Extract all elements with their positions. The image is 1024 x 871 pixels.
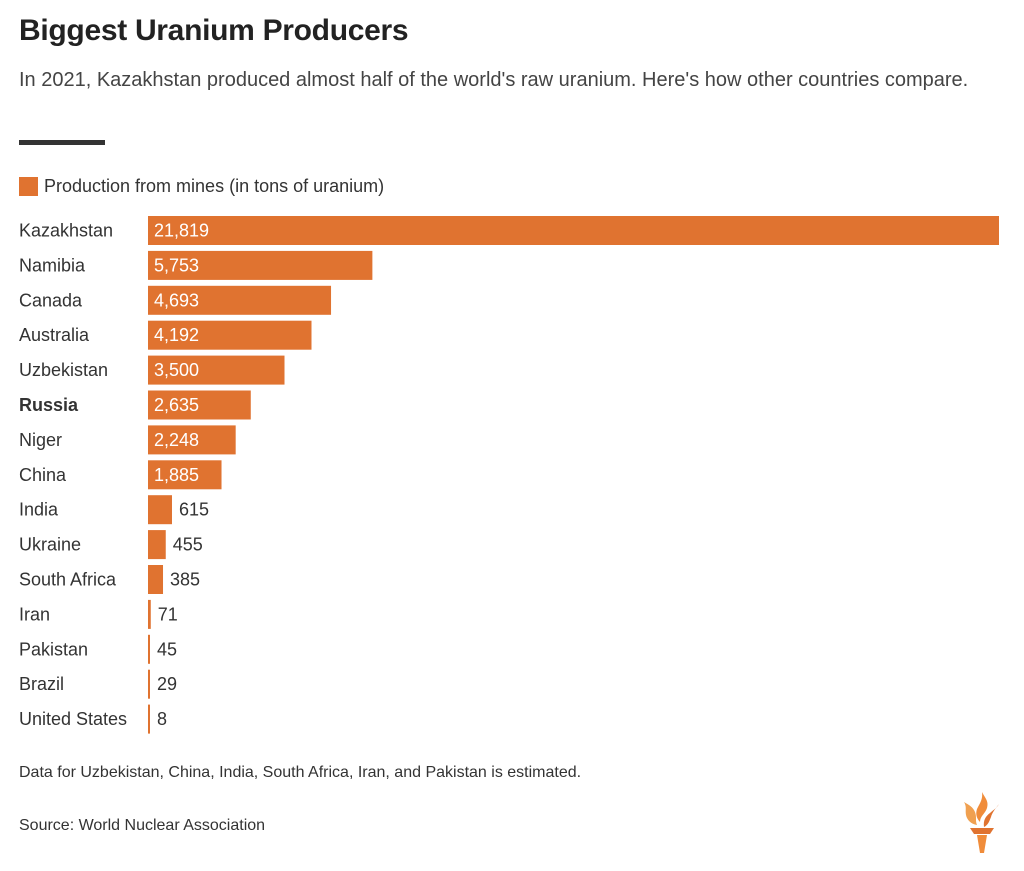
bar	[148, 320, 312, 350]
category-label: Brazil	[19, 674, 64, 694]
value-label: 71	[158, 604, 178, 624]
value-label: 4,693	[154, 290, 199, 310]
value-label: 45	[157, 639, 177, 659]
bar	[148, 599, 151, 629]
bar	[148, 460, 222, 490]
bar	[148, 355, 285, 385]
category-label: United States	[19, 709, 127, 729]
category-label: Kazakhstan	[19, 221, 113, 241]
value-label: 29	[157, 674, 177, 694]
torch-logo-icon	[964, 792, 999, 853]
bar	[148, 704, 150, 734]
bar-chart: Kazakhstan 21,819 Namibia 5,753 Canada 4,693 A…	[19, 216, 999, 734]
category-label: Uzbekistan	[19, 360, 108, 380]
value-label: 615	[179, 500, 209, 520]
value-label: 3,500	[154, 360, 199, 380]
value-label: 4,192	[154, 325, 199, 345]
legend-swatch	[19, 176, 38, 196]
bar	[148, 495, 172, 525]
value-label: 21,819	[154, 221, 209, 241]
category-label: Namibia	[19, 255, 86, 275]
value-label: 8	[157, 709, 167, 729]
title-divider	[19, 140, 105, 145]
category-label: South Africa	[19, 570, 117, 590]
value-label: 2,248	[154, 430, 199, 450]
value-label: 455	[173, 535, 203, 555]
value-label: 1,885	[154, 465, 199, 485]
category-label: Russia	[19, 395, 79, 415]
category-label: Australia	[19, 325, 90, 345]
bar	[148, 216, 999, 245]
category-label: China	[19, 465, 67, 485]
bar	[148, 634, 150, 664]
category-label: Pakistan	[19, 639, 88, 659]
category-label: Canada	[19, 290, 83, 310]
chart-title: Biggest Uranium Producers	[19, 14, 409, 47]
bar	[148, 530, 166, 560]
bar	[148, 285, 332, 315]
source-note: Source: World Nuclear Association	[19, 817, 266, 834]
value-label: 5,753	[154, 255, 199, 275]
bar	[148, 669, 150, 699]
category-label: India	[19, 500, 59, 520]
footnote: Data for Uzbekistan, China, India, South…	[19, 764, 582, 781]
value-label: 385	[170, 570, 200, 590]
category-label: Ukraine	[19, 535, 81, 555]
chart-subtitle: In 2021, Kazakhstan produced almost half…	[19, 69, 969, 91]
legend: Production from mines (in tons of uraniu…	[19, 175, 384, 197]
bar	[148, 565, 164, 594]
value-label: 2,635	[154, 395, 199, 415]
category-label: Iran	[19, 604, 50, 624]
bar	[148, 390, 251, 420]
category-label: Niger	[19, 430, 62, 450]
legend-label: Production from mines (in tons of uraniu…	[44, 175, 385, 196]
bar	[148, 425, 236, 455]
bar	[148, 250, 373, 280]
